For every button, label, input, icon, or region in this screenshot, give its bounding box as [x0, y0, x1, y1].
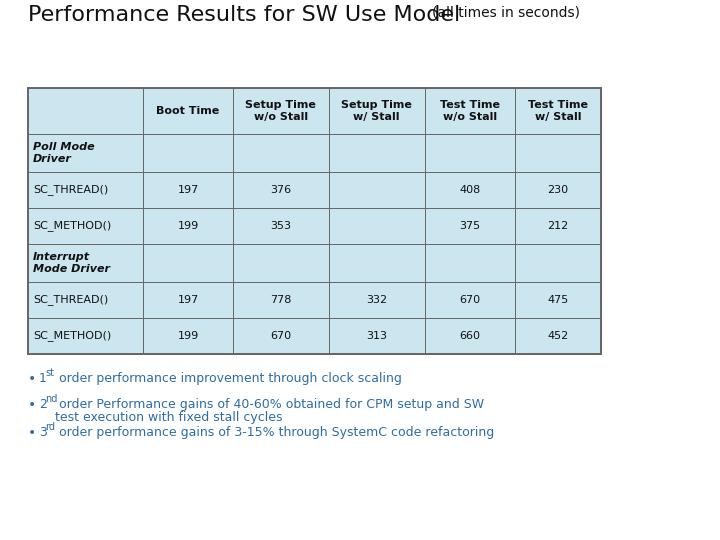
- Bar: [28, 88, 143, 134]
- Text: 778: 778: [270, 295, 292, 305]
- Text: order Performance gains of 40-60% obtained for CPM setup and SW: order Performance gains of 40-60% obtain…: [55, 398, 484, 411]
- Text: Boot Time: Boot Time: [156, 106, 220, 116]
- Bar: [328, 244, 425, 282]
- Bar: [328, 134, 425, 172]
- Text: Setup Time
w/ Stall: Setup Time w/ Stall: [341, 100, 412, 122]
- Bar: [233, 134, 328, 172]
- Text: •: •: [28, 372, 36, 386]
- Text: 670: 670: [459, 295, 480, 305]
- Bar: [425, 134, 516, 172]
- Text: •: •: [28, 398, 36, 412]
- Text: 197: 197: [177, 185, 199, 195]
- Text: Performance Results for SW Use Model: Performance Results for SW Use Model: [28, 5, 460, 25]
- Text: 1: 1: [39, 372, 47, 385]
- Text: st: st: [45, 368, 54, 378]
- Text: 452: 452: [547, 331, 569, 341]
- Text: 670: 670: [270, 331, 292, 341]
- Text: 353: 353: [270, 221, 291, 231]
- Bar: [516, 88, 600, 134]
- Bar: [328, 318, 425, 354]
- Text: nd: nd: [45, 394, 58, 404]
- Bar: [516, 172, 600, 208]
- Bar: [328, 88, 425, 134]
- Bar: [328, 208, 425, 244]
- Bar: [143, 244, 233, 282]
- Text: 408: 408: [459, 185, 480, 195]
- Bar: [233, 88, 328, 134]
- Bar: [143, 172, 233, 208]
- Text: Setup Time
w/o Stall: Setup Time w/o Stall: [246, 100, 316, 122]
- Text: Interrupt
Mode Driver: Interrupt Mode Driver: [33, 252, 110, 274]
- Bar: [233, 318, 328, 354]
- Bar: [143, 282, 233, 318]
- Text: 3: 3: [39, 426, 47, 439]
- Text: order performance gains of 3-15% through SystemC code refactoring: order performance gains of 3-15% through…: [55, 426, 494, 439]
- Text: order performance improvement through clock scaling: order performance improvement through cl…: [55, 372, 402, 385]
- Text: 230: 230: [547, 185, 569, 195]
- Text: 660: 660: [459, 331, 480, 341]
- Text: Test Time
w/ Stall: Test Time w/ Stall: [528, 100, 588, 122]
- Bar: [143, 318, 233, 354]
- Text: 313: 313: [366, 331, 387, 341]
- Bar: [425, 172, 516, 208]
- Bar: [143, 134, 233, 172]
- Text: SC_THREAD(): SC_THREAD(): [33, 185, 108, 195]
- Bar: [516, 134, 600, 172]
- Bar: [425, 88, 516, 134]
- Text: 212: 212: [547, 221, 569, 231]
- Text: SC_METHOD(): SC_METHOD(): [33, 220, 112, 232]
- Bar: [233, 208, 328, 244]
- Text: Test Time
w/o Stall: Test Time w/o Stall: [440, 100, 500, 122]
- Text: rd: rd: [45, 422, 55, 432]
- Bar: [233, 244, 328, 282]
- Bar: [425, 318, 516, 354]
- Bar: [143, 88, 233, 134]
- Text: 2: 2: [39, 398, 47, 411]
- Bar: [425, 244, 516, 282]
- Bar: [28, 244, 143, 282]
- Text: 199: 199: [177, 331, 199, 341]
- Bar: [28, 172, 143, 208]
- Text: 475: 475: [547, 295, 569, 305]
- Bar: [516, 244, 600, 282]
- Bar: [28, 134, 143, 172]
- Bar: [425, 208, 516, 244]
- Bar: [28, 208, 143, 244]
- Text: 332: 332: [366, 295, 387, 305]
- Bar: [328, 282, 425, 318]
- Bar: [425, 282, 516, 318]
- Bar: [516, 318, 600, 354]
- Bar: [233, 172, 328, 208]
- Bar: [516, 208, 600, 244]
- Text: SC_METHOD(): SC_METHOD(): [33, 330, 112, 341]
- Bar: [328, 172, 425, 208]
- Text: test execution with fixed stall cycles: test execution with fixed stall cycles: [39, 411, 282, 424]
- Text: 197: 197: [177, 295, 199, 305]
- Bar: [233, 282, 328, 318]
- Text: •: •: [28, 426, 36, 440]
- Text: 199: 199: [177, 221, 199, 231]
- Bar: [28, 88, 600, 354]
- Text: SC_THREAD(): SC_THREAD(): [33, 294, 108, 306]
- Bar: [28, 318, 143, 354]
- Bar: [28, 282, 143, 318]
- Text: Poll Mode
Driver: Poll Mode Driver: [33, 142, 94, 164]
- Bar: [143, 208, 233, 244]
- Text: 376: 376: [270, 185, 292, 195]
- Bar: [516, 282, 600, 318]
- Text: (all times in seconds): (all times in seconds): [432, 5, 580, 19]
- Text: 375: 375: [459, 221, 480, 231]
